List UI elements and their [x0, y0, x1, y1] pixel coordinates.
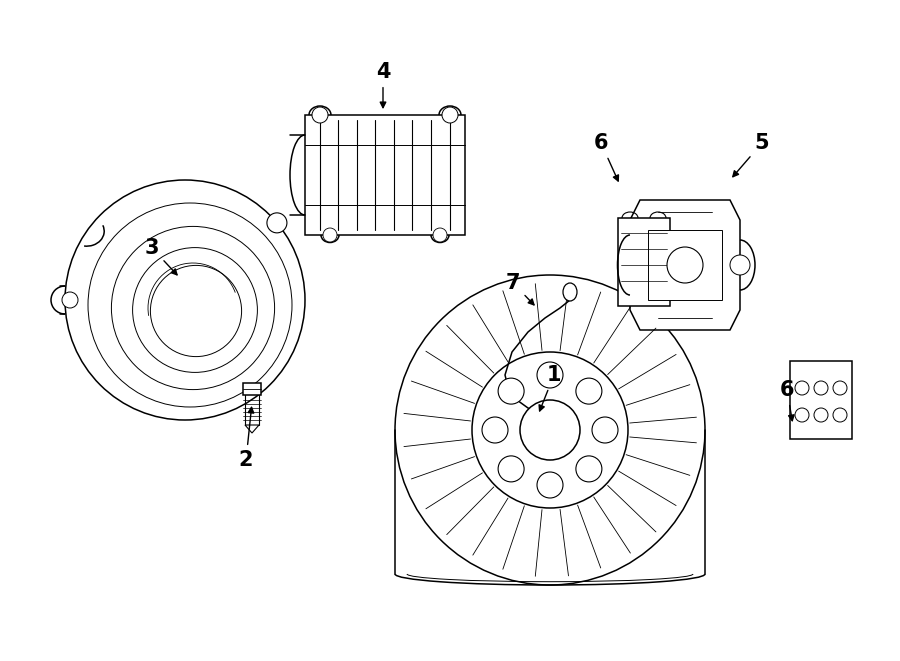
Circle shape [482, 417, 508, 443]
Circle shape [520, 400, 580, 460]
Circle shape [833, 381, 847, 395]
Circle shape [323, 228, 337, 242]
Circle shape [667, 247, 703, 283]
Ellipse shape [563, 283, 577, 301]
Circle shape [472, 352, 628, 508]
Polygon shape [245, 425, 259, 433]
Text: 2: 2 [238, 407, 254, 470]
Circle shape [814, 408, 828, 422]
Polygon shape [790, 361, 852, 439]
Circle shape [433, 228, 447, 242]
Circle shape [576, 378, 602, 404]
Text: 1: 1 [539, 365, 562, 411]
Circle shape [537, 362, 563, 388]
Circle shape [65, 180, 305, 420]
Polygon shape [305, 115, 465, 235]
Circle shape [312, 107, 328, 123]
Polygon shape [648, 230, 722, 300]
Text: 6: 6 [594, 133, 618, 181]
Polygon shape [630, 200, 740, 330]
Circle shape [537, 472, 563, 498]
Circle shape [395, 275, 705, 585]
Text: 3: 3 [145, 238, 177, 275]
Circle shape [592, 417, 618, 443]
Circle shape [576, 456, 602, 482]
Text: 4: 4 [376, 62, 391, 108]
Text: 7: 7 [506, 273, 534, 305]
Polygon shape [618, 218, 670, 306]
Polygon shape [243, 383, 261, 395]
Circle shape [498, 456, 524, 482]
Circle shape [498, 378, 524, 404]
Circle shape [62, 292, 78, 308]
Circle shape [730, 255, 750, 275]
Polygon shape [534, 420, 550, 434]
Text: 5: 5 [733, 133, 770, 176]
Circle shape [795, 381, 809, 395]
Text: 6: 6 [779, 380, 794, 421]
Circle shape [442, 107, 458, 123]
Circle shape [814, 381, 828, 395]
Circle shape [795, 408, 809, 422]
Circle shape [267, 213, 287, 233]
Circle shape [833, 408, 847, 422]
